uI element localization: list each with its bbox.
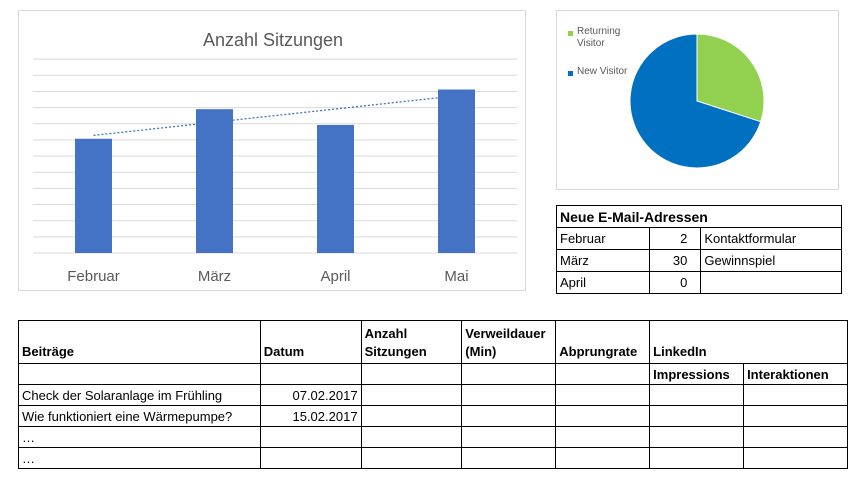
- legend-swatch-returning: [568, 31, 573, 36]
- legend-returning-visitor: Returning Visitor: [577, 26, 621, 49]
- header-interactions: Interaktionen: [743, 363, 848, 385]
- email-source: Gewinnspiel: [700, 249, 842, 272]
- email-count: 0: [648, 271, 702, 294]
- email-table: Neue E-Mail-Adressen Februar 2 Kontaktfo…: [556, 205, 842, 294]
- table-row: April 0: [556, 271, 842, 294]
- legend-swatch-new: [568, 71, 573, 76]
- pie-slice: [629, 33, 762, 169]
- header-dwell-time: Verweildauer (Min): [461, 320, 557, 364]
- post-date: 07.02.2017: [259, 384, 362, 406]
- email-table-title: Neue E-Mail-Adressen: [556, 205, 842, 228]
- x-tick-label: April: [320, 268, 350, 285]
- table-row: Check der Solaranlage im Frühling 07.02.…: [18, 384, 848, 406]
- header-bounce-rate: Abprungrate: [555, 320, 651, 364]
- post-date: [259, 447, 362, 469]
- visitor-pie-chart: Returning Visitor New Visitor: [556, 10, 839, 190]
- pie-slice: [696, 33, 765, 123]
- header-dwell-line2: (Min): [465, 344, 497, 359]
- header-linkedin: LinkedIn: [649, 320, 848, 364]
- post-title: Wie funktioniert eine Wärmepumpe?: [18, 405, 261, 427]
- trendline: [93, 95, 457, 137]
- post-date: 15.02.2017: [259, 405, 362, 427]
- header-sessions: Anzahl Sitzungen: [360, 320, 463, 364]
- header-sessions-line1: Anzahl: [364, 326, 408, 341]
- header-impressions: Impressions: [649, 363, 745, 385]
- header-sessions-line2: Sitzungen: [364, 344, 427, 359]
- email-month: April: [556, 271, 650, 294]
- post-title: Check der Solaranlage im Frühling: [18, 384, 261, 406]
- header-date: Datum: [259, 320, 362, 364]
- bar: [438, 89, 475, 254]
- header-dwell-line1: Verweildauer: [465, 326, 546, 341]
- email-count: 30: [648, 249, 702, 272]
- post-date: [259, 426, 362, 448]
- pie-chart-svg: [629, 33, 765, 169]
- bar: [317, 124, 354, 253]
- table-row: März 30 Gewinnspiel: [556, 249, 842, 272]
- post-title: …: [18, 426, 261, 448]
- bar: [196, 109, 233, 253]
- posts-table: Beiträge Datum Anzahl Sitzungen Verweild…: [18, 320, 848, 469]
- sessions-bar-chart: Anzahl Sitzungen Februar März April Mai: [18, 10, 526, 291]
- bar-chart-svg: Anzahl Sitzungen Februar März April Mai: [33, 30, 517, 285]
- post-title: …: [18, 447, 261, 469]
- email-source: Kontaktformular: [700, 227, 842, 250]
- email-count: 2: [648, 227, 702, 250]
- chart-title: Anzahl Sitzungen: [203, 30, 343, 50]
- x-tick-label: Februar: [67, 268, 120, 285]
- email-source: [700, 271, 842, 294]
- email-month: Februar: [556, 227, 650, 250]
- email-month: März: [556, 249, 650, 272]
- table-row: Februar 2 Kontaktformular: [556, 227, 842, 250]
- table-row: …: [18, 447, 848, 469]
- x-tick-label: Mai: [444, 268, 468, 285]
- bar: [75, 138, 112, 253]
- legend-new-visitor: New Visitor: [577, 66, 628, 77]
- table-subheader-row: Impressions Interaktionen: [18, 363, 848, 385]
- table-row: …: [18, 426, 848, 448]
- table-row: Wie funktioniert eine Wärmepumpe? 15.02.…: [18, 405, 848, 427]
- x-tick-label: März: [198, 268, 231, 285]
- header-posts: Beiträge: [18, 320, 261, 364]
- table-header-row: Beiträge Datum Anzahl Sitzungen Verweild…: [18, 320, 848, 364]
